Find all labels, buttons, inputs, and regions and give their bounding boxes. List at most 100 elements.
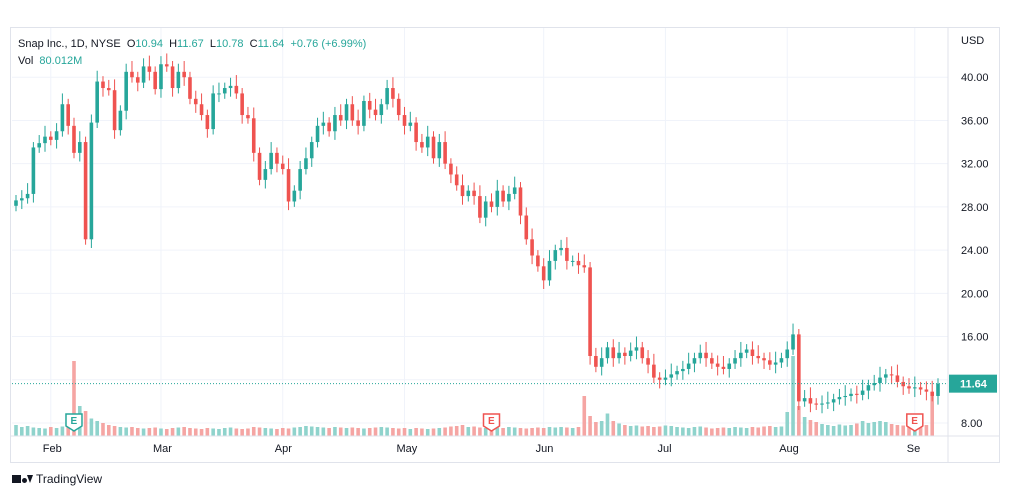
- volume-value: 80.012M: [39, 55, 83, 67]
- ohlc-row: Snap Inc., 1D, NYSE O10.94 H11.67 L10.78…: [18, 36, 366, 53]
- volume-bar: [147, 428, 152, 436]
- volume-bar: [43, 428, 47, 436]
- candle-body: [849, 393, 853, 396]
- volume-bar: [594, 422, 598, 436]
- candle-body: [373, 109, 378, 116]
- candle-body: [495, 190, 500, 207]
- volume-bar: [901, 425, 906, 436]
- volume-bar: [60, 426, 65, 436]
- volume-bar: [501, 428, 505, 436]
- volume-bar: [135, 428, 140, 436]
- volume-bar: [315, 427, 320, 436]
- candle-body: [565, 247, 569, 261]
- volume-bar: [895, 425, 900, 436]
- price-chart[interactable]: 8.0012.0016.0020.0024.0028.0032.0036.004…: [11, 28, 999, 462]
- candle-body: [512, 187, 517, 194]
- candle-body: [773, 362, 778, 365]
- volume-bar: [843, 425, 848, 436]
- tradingview-logo-icon: [12, 474, 33, 484]
- volume-bar: [530, 428, 534, 436]
- candle-body: [918, 387, 923, 390]
- volume-bar: [118, 427, 123, 436]
- candle-body: [333, 115, 337, 132]
- candle-body: [681, 368, 685, 372]
- axis-layer: 8.0012.0016.0020.0024.0028.0032.0036.004…: [11, 28, 999, 462]
- volume-bar: [727, 428, 732, 436]
- volume-bar: [675, 427, 679, 436]
- candle-body: [20, 198, 24, 201]
- volume-bar: [855, 423, 859, 436]
- chart-legend: Snap Inc., 1D, NYSE O10.94 H11.67 L10.78…: [18, 36, 366, 70]
- volume-bar: [640, 426, 645, 436]
- candle-body: [66, 104, 70, 126]
- candle-body: [739, 352, 743, 359]
- volume-bar: [570, 428, 575, 436]
- volume-bar: [106, 425, 111, 436]
- candle-body: [889, 374, 894, 376]
- candle-body: [768, 360, 772, 365]
- volume-bar: [20, 427, 24, 436]
- volume-bar: [512, 427, 517, 436]
- candle-body: [379, 104, 384, 116]
- volume-bar: [14, 425, 18, 436]
- candle-body: [112, 90, 117, 131]
- volume-bar: [837, 424, 842, 436]
- volume-bar: [420, 428, 424, 436]
- volume-bar: [159, 428, 163, 436]
- low-label: L: [209, 38, 216, 50]
- volume-bar: [257, 427, 262, 436]
- candle-body: [60, 104, 65, 132]
- candle-body: [640, 347, 645, 359]
- volume-bar: [344, 428, 349, 436]
- volume-layer: [14, 356, 934, 436]
- candle-body: [89, 122, 94, 240]
- candle-body: [582, 265, 587, 268]
- candle-body: [449, 163, 453, 175]
- candle-body: [309, 142, 314, 159]
- volume-bar: [652, 427, 656, 436]
- candle-body: [576, 260, 581, 266]
- volume-bar: [831, 426, 836, 436]
- candle-body: [425, 136, 430, 148]
- candle-body: [460, 185, 465, 197]
- candle-body: [884, 374, 888, 378]
- volume-bar: [791, 356, 795, 436]
- candle-body: [831, 399, 836, 403]
- volume-bar: [646, 426, 650, 436]
- volume-bar: [228, 427, 233, 436]
- volume-bar: [663, 425, 668, 436]
- volume-bar: [733, 427, 737, 436]
- candle-body: [744, 349, 749, 353]
- candle-body: [275, 152, 279, 164]
- candle-body: [675, 371, 679, 375]
- volume-bar: [849, 425, 853, 436]
- volume-bar: [292, 427, 297, 436]
- earnings-marker: E: [906, 413, 924, 432]
- high-label: H: [169, 38, 178, 50]
- candle-body: [634, 347, 639, 351]
- earnings-badge: [482, 413, 501, 432]
- candle-body: [263, 169, 268, 180]
- volume-bar: [582, 396, 587, 436]
- tradingview-brand[interactable]: TradingView: [36, 472, 103, 486]
- y-tick-label: 20.00: [961, 288, 989, 300]
- candle-body: [669, 374, 674, 378]
- candle-body: [727, 363, 732, 369]
- candle-body: [797, 334, 801, 402]
- volume-bar: [553, 427, 558, 436]
- x-tick-label: Mar: [153, 443, 172, 455]
- volume-bar: [188, 428, 192, 436]
- volume-bar: [704, 427, 708, 436]
- volume-bar: [802, 417, 807, 436]
- volume-bar: [443, 427, 447, 436]
- volume-bar: [130, 427, 134, 436]
- footer: TradingView: [12, 472, 102, 486]
- volume-bar: [431, 428, 436, 436]
- candle-body: [820, 403, 824, 405]
- volume-bar: [408, 429, 413, 436]
- candle-body: [205, 115, 210, 130]
- volume-bar: [454, 426, 459, 436]
- candle-body: [414, 122, 418, 143]
- volume-bar: [338, 427, 343, 436]
- volume-bar: [605, 413, 610, 436]
